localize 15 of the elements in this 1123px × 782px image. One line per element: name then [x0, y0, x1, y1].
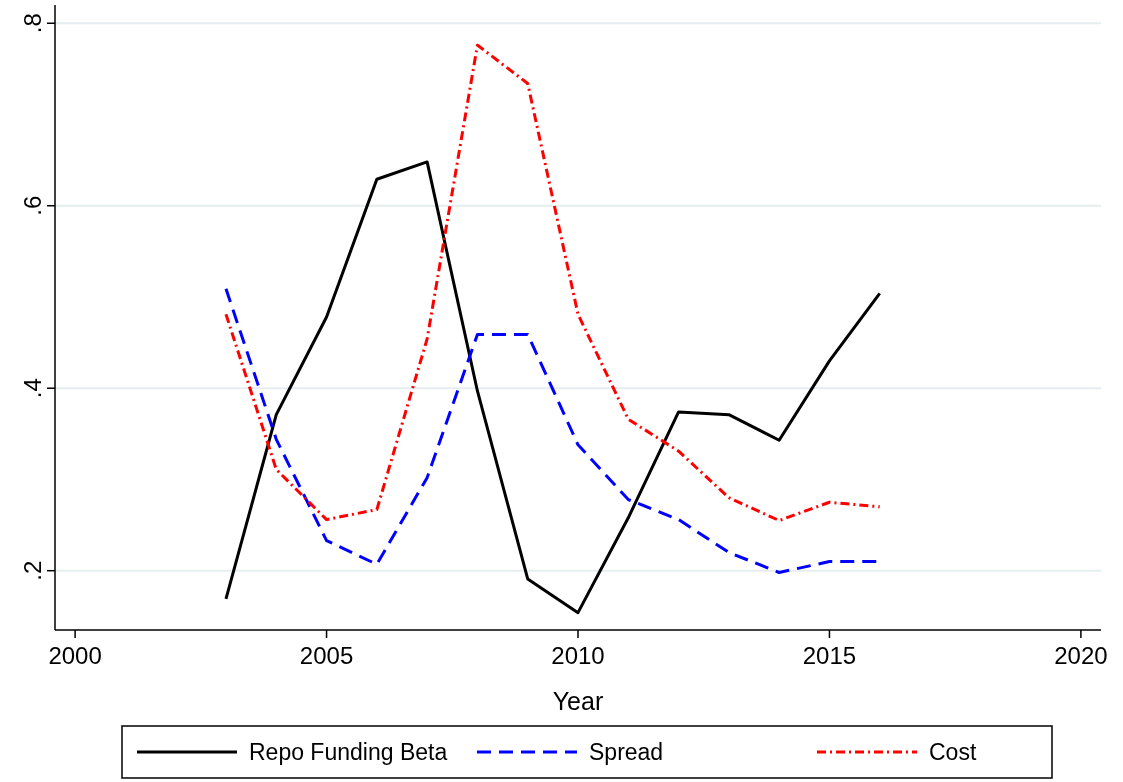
- x-tick-label: 2010: [551, 642, 605, 669]
- legend-label: Spread: [589, 739, 664, 765]
- line-series: [224, 160, 882, 615]
- y-tick-label: .4: [19, 378, 46, 399]
- legend-label: Repo Funding Beta: [249, 739, 448, 765]
- line-series: [224, 43, 882, 523]
- y-tick-label: .2: [19, 560, 46, 581]
- x-tick-label: 2020: [1054, 642, 1108, 669]
- x-tick-label: 2005: [299, 642, 354, 669]
- y-tick-label: .8: [19, 13, 46, 34]
- legend-label: Cost: [929, 739, 977, 765]
- y-tick-label: .6: [19, 195, 46, 216]
- x-axis-title: Year: [552, 687, 604, 715]
- x-tick-label: 2015: [802, 642, 857, 669]
- x-tick-label: 2000: [48, 642, 102, 669]
